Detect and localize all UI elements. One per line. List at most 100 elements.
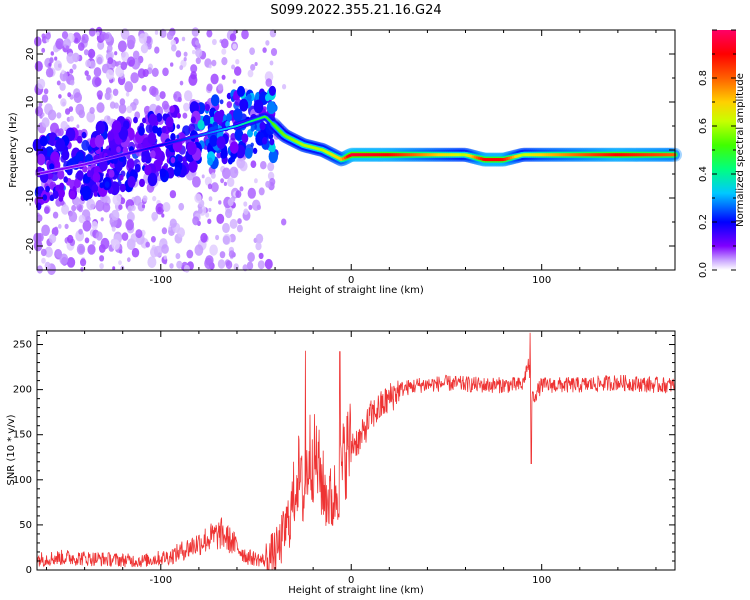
spectrogram-speckle-cell (183, 102, 190, 112)
spectrogram-band-cell (202, 114, 211, 126)
spectrogram-speckle-cell (216, 213, 225, 224)
spectrogram-speckle-cell (121, 232, 129, 241)
spectrogram-speckle-cell (239, 186, 244, 192)
tick-label: 200 (13, 385, 32, 396)
spectrogram-band-cell (259, 121, 266, 131)
spectrogram-speckle-cell (92, 240, 96, 246)
spectrogram-speckle-cell (120, 61, 128, 70)
spectrogram-speckle-cell (267, 162, 275, 172)
spectrogram-speckle-cell (217, 259, 226, 269)
spectrogram-speckle-cell (127, 211, 135, 222)
spectrogram-speckle-cell (126, 105, 133, 114)
spectrogram-band-cell (119, 183, 126, 193)
spectrogram-band-cell (39, 135, 48, 147)
spectrogram-band-cell (170, 157, 176, 164)
spectrogram-speckle-cell (222, 235, 230, 245)
spectrogram-speckle-cell (204, 257, 214, 270)
spectrogram-speckle-cell (96, 56, 103, 65)
spectrogram-band-cell (155, 113, 163, 122)
spectrogram-speckle-cell (254, 178, 258, 184)
spectrogram-speckle-cell (194, 193, 202, 203)
spectrogram-band-cell (104, 181, 110, 188)
spectrogram-speckle-cell (201, 174, 205, 179)
spectrogram-speckle-cell (219, 99, 224, 105)
spectrogram-band-cell (73, 178, 81, 189)
spectrogram-band-cell (241, 133, 249, 143)
spectrogram-speckle-cell (241, 29, 249, 40)
spectrogram-band-cell (148, 113, 158, 126)
spectrogram-band-cell (234, 128, 244, 141)
spectrogram-speckle-cell (119, 249, 123, 254)
spectrogram-band-cell (52, 190, 59, 199)
spectrogram-speckle-cell (78, 228, 83, 235)
spectrogram-speckle-cell (254, 62, 258, 66)
spectrogram-speckle-cell (41, 117, 50, 128)
spectrogram-band-cell (197, 119, 205, 130)
spectrogram-speckle-cell (98, 95, 103, 100)
spectrogram-band-cell (165, 116, 174, 128)
spectrogram-speckle-cell (86, 198, 96, 211)
spectrogram-speckle-cell (140, 43, 149, 54)
spectrogram-speckle-cell (35, 106, 43, 117)
spectrogram-speckle-cell (135, 229, 143, 239)
spectrogram-speckle-cell (269, 177, 276, 186)
spectrogram-speckle-cell (200, 232, 208, 243)
spectrogram-speckle-cell (111, 209, 120, 221)
spectrogram-speckle-cell (50, 122, 59, 135)
spectrogram-speckle-cell (192, 49, 196, 55)
spectrogram-speckle-cell (210, 172, 216, 179)
spectrogram-x-axis-label: Height of straight line (km) (288, 285, 424, 296)
spectrogram-band-cell (159, 168, 167, 178)
spectrogram-band-cell (177, 155, 184, 163)
spectrogram-speckle-cell (100, 237, 110, 250)
spectrogram-speckle-cell (233, 29, 238, 35)
spectrogram-speckle-cell (99, 263, 104, 269)
spectrogram-speckle-cell (191, 27, 200, 37)
spectrogram-speckle-cell (231, 64, 236, 70)
spectrogram-speckle-cell (56, 112, 62, 119)
spectrogram-speckle-cell (234, 66, 242, 76)
spectrogram-x-ticks: -100 0 100 (46, 30, 657, 286)
spectrogram-speckle-cell (265, 180, 271, 188)
spectrogram-speckle-cell (111, 239, 120, 251)
spectrogram-band-cell (95, 120, 106, 135)
spectrogram-speckle-cell (127, 257, 131, 263)
spectrogram-speckle-cell (41, 257, 46, 264)
spectrogram-speckle-cell (229, 218, 238, 229)
spectrogram-speckle-cell (48, 62, 52, 67)
spectrogram-band-cell (134, 163, 141, 173)
spectrogram-speckle-cell (112, 193, 122, 206)
spectrogram-speckle-cell (192, 216, 200, 226)
spectrogram-speckle-cell (265, 40, 270, 46)
spectrogram-speckle-cell (118, 204, 123, 210)
spectrogram-speckle-cell (250, 160, 257, 168)
spectrogram-speckle-cell (67, 92, 72, 98)
spectrogram-band-cell (36, 153, 46, 166)
spectrogram-speckle-cell (114, 51, 118, 56)
spectrogram-speckle-cell (130, 72, 139, 84)
tick-label: 10 (25, 96, 36, 109)
spectrogram-band-cell (99, 159, 108, 172)
spectrogram-speckle-cell (211, 182, 219, 193)
spectrogram-speckle-cell (151, 211, 159, 221)
spectrogram-band-cell (190, 116, 196, 124)
spectrogram-speckle-cell (218, 200, 222, 205)
spectrogram-band-cell (57, 188, 65, 199)
spectrogram-speckle-cell (237, 218, 242, 225)
spectrogram-speckle-cell (142, 195, 148, 202)
spectrogram-speckle-cell (117, 40, 127, 53)
spectrogram-speckle-cell (197, 207, 203, 214)
spectrogram-band-cell (86, 170, 92, 178)
spectrogram-band-cell (108, 169, 115, 178)
spectrogram-speckle-cell (142, 69, 149, 77)
spectrogram-speckle-cell (235, 190, 242, 199)
spectrogram-speckle-cell (166, 31, 174, 40)
spectrogram-speckle-cell (45, 67, 54, 78)
spectrogram-speckle-cell (195, 57, 201, 65)
tick-label: 100 (13, 475, 32, 486)
spectrogram-speckle-cell (188, 123, 196, 132)
spectrogram-speckle-cell (66, 52, 75, 64)
spectrogram-speckle-cell (59, 82, 66, 91)
spectrogram-speckle-cell (159, 91, 166, 100)
